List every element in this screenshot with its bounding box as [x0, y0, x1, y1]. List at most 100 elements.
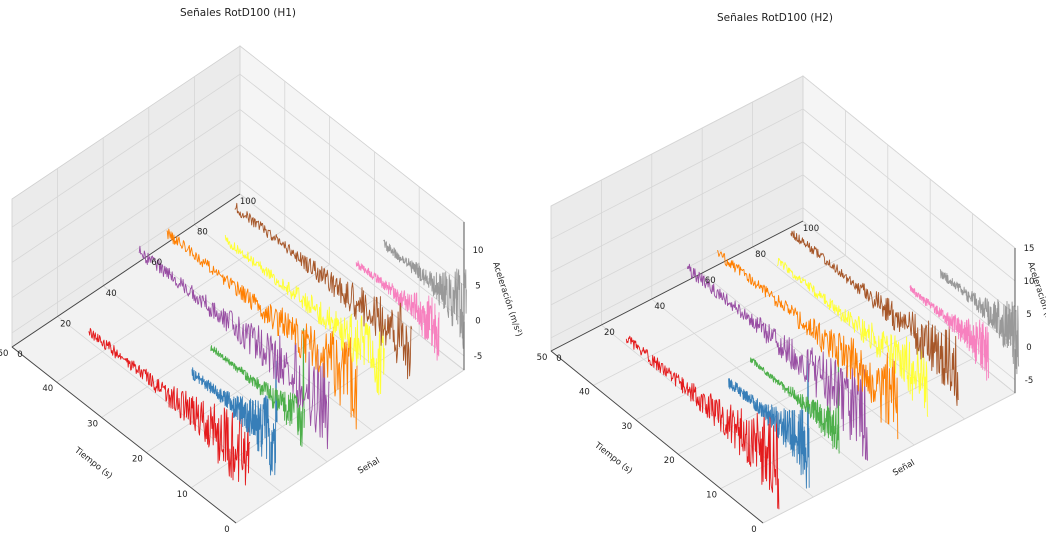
x-tick-label: 20 [664, 456, 675, 466]
series-line [210, 328, 305, 447]
z-tick-label: -5 [474, 352, 482, 362]
series-line [909, 285, 989, 381]
series-line [728, 360, 810, 489]
grid-line [11, 144, 241, 298]
grid-line [239, 73, 465, 251]
series-line [191, 360, 278, 476]
series-line [138, 245, 330, 450]
y-tick-label: 80 [197, 228, 208, 238]
grid-line [802, 174, 1016, 348]
grid-line [678, 323, 931, 455]
grid-line [101, 264, 330, 418]
grid-line [635, 289, 888, 421]
grid-line [762, 392, 1016, 524]
grid-line [752, 246, 965, 420]
x-tick-label: 10 [706, 491, 717, 501]
series-line [355, 260, 440, 361]
z-tick-label: 5 [1026, 310, 1031, 320]
y-tick-label: 0 [556, 354, 561, 364]
grid-line [550, 75, 804, 207]
y-tick-label: 100 [803, 224, 819, 234]
grid-line [802, 220, 1016, 394]
grid-line [11, 109, 241, 263]
y-axis-label: Señal [356, 456, 381, 476]
grid-line [651, 298, 865, 472]
z-tick-label: -5 [1025, 376, 1033, 386]
series-line [88, 327, 251, 486]
series-line [717, 250, 899, 440]
z-axis-label: Aceleración (m/s²) [490, 261, 525, 338]
x-axis-label: Tiempo (s) [592, 440, 635, 476]
axis-line [11, 193, 241, 348]
y-tick-label: 80 [755, 250, 766, 260]
y-tick-label: 20 [60, 319, 71, 329]
series-line [234, 202, 413, 380]
y-tick-label: 40 [654, 302, 665, 312]
chart-title: Señales RotD100 (H2) [717, 12, 833, 24]
x-tick-label: 50 [0, 349, 8, 359]
x-tick-label: 50 [537, 353, 548, 363]
y-tick-label: 60 [151, 258, 162, 268]
x-tick-label: 10 [177, 490, 188, 500]
tick-labels: 0 10 20 30 40 50 0 20 40 60 80 100 -5 0 5 10 [0, 197, 483, 535]
z-tick-label: 15 [1024, 244, 1035, 254]
x-tick-label: 40 [579, 387, 590, 397]
grid-line [593, 255, 846, 386]
grid-line [11, 73, 241, 228]
x-tick-label: 40 [42, 384, 53, 394]
grid-line [802, 75, 1016, 249]
y-tick-label: 40 [106, 289, 117, 299]
grid-line [11, 179, 241, 334]
chart-title: Señales RotD100 (H1) [180, 7, 296, 19]
series-line [686, 263, 868, 461]
z-tick-label: 10 [1024, 277, 1035, 287]
grid-line [239, 144, 465, 321]
x-tick-label: 20 [132, 455, 143, 465]
series-line [224, 234, 385, 396]
axis-line [550, 350, 764, 524]
x-tick-label: 30 [621, 422, 632, 432]
series-group [88, 202, 467, 486]
grid-line [235, 369, 465, 524]
z-axis-label: Aceleración (m/s²) [1025, 261, 1046, 338]
tick-labels: 0 10 20 30 40 50 0 20 40 60 80 100 -5 0 5 10 15 [537, 224, 1035, 535]
grid-line [550, 108, 804, 240]
z-tick-label: 10 [473, 246, 484, 256]
series-line [749, 351, 840, 454]
series-line [383, 239, 467, 349]
grid-line [102, 285, 328, 463]
grid-line [550, 141, 804, 273]
y-tick-label: 60 [705, 276, 716, 286]
x-tick-label: 0 [224, 525, 229, 535]
series-line [625, 335, 780, 510]
grid-line [802, 207, 1016, 381]
axis-line [550, 220, 804, 352]
x-axis-label: Tiempo (s) [72, 445, 115, 481]
grid-lines [550, 75, 1016, 524]
grid-line [239, 109, 465, 286]
y-tick-label: 20 [604, 328, 615, 338]
x-tick-label: 30 [87, 419, 98, 429]
grid-line [802, 108, 1016, 282]
axis-line [11, 346, 237, 524]
series-line [790, 230, 959, 406]
y-tick-label: 100 [240, 197, 256, 207]
series-line [939, 269, 1020, 375]
grid-line [802, 141, 1016, 315]
y-tick-label: 0 [17, 350, 22, 360]
x-tick-label: 0 [751, 525, 756, 535]
series-line [777, 257, 929, 417]
z-tick-label: 0 [1026, 343, 1031, 353]
grid-line [550, 207, 804, 339]
grid-line [239, 193, 465, 371]
series-group [625, 230, 1020, 510]
series-line [166, 228, 358, 430]
y-axis-label: Señal [891, 458, 916, 478]
grid-line [56, 228, 286, 383]
z-tick-label: 0 [475, 317, 480, 327]
grid-line [550, 174, 804, 306]
z-tick-label: 5 [475, 281, 480, 291]
